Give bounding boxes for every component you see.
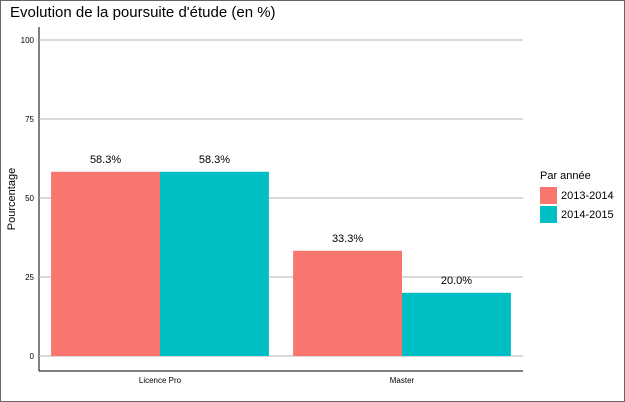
y-tick-labels: 0 25 50 75 100 [21,36,35,361]
data-label: 58.3% [90,154,121,166]
x-tick-labels: Licence Pro Master [139,376,415,385]
x-tick-label: Master [390,376,415,385]
legend-label: 2014-2015 [561,208,614,221]
y-tick-label: 0 [30,352,35,361]
legend-item: 2013-2014 [540,186,614,205]
legend-key-2013-2014 [540,187,557,204]
y-axis-label: Pourcentage [6,168,18,230]
chart-title: Evolution de la poursuite d'étude (en %) [10,4,276,21]
y-tick-label: 100 [21,36,35,45]
y-tick-label: 50 [25,194,34,203]
legend-key-2014-2015 [540,206,557,223]
legend-label: 2013-2014 [561,189,614,202]
data-label: 20.0% [441,275,472,287]
legend: Par année 2013-2014 2014-2015 [540,170,614,224]
y-tick-label: 75 [25,115,34,124]
x-tick-label: Licence Pro [139,376,182,385]
data-label: 33.3% [332,233,363,245]
data-label: 58.3% [199,154,230,166]
legend-title: Par année [540,170,591,182]
bars: 58.3% 58.3% 33.3% 20.0% [51,154,511,356]
bar-master-2013-2014 [293,250,402,356]
bar-master-2014-2015 [402,292,511,356]
bar-licence-pro-2013-2014 [51,171,160,356]
y-tick-label: 25 [25,273,34,282]
legend-item: 2014-2015 [540,205,614,224]
bar-licence-pro-2014-2015 [160,171,269,356]
